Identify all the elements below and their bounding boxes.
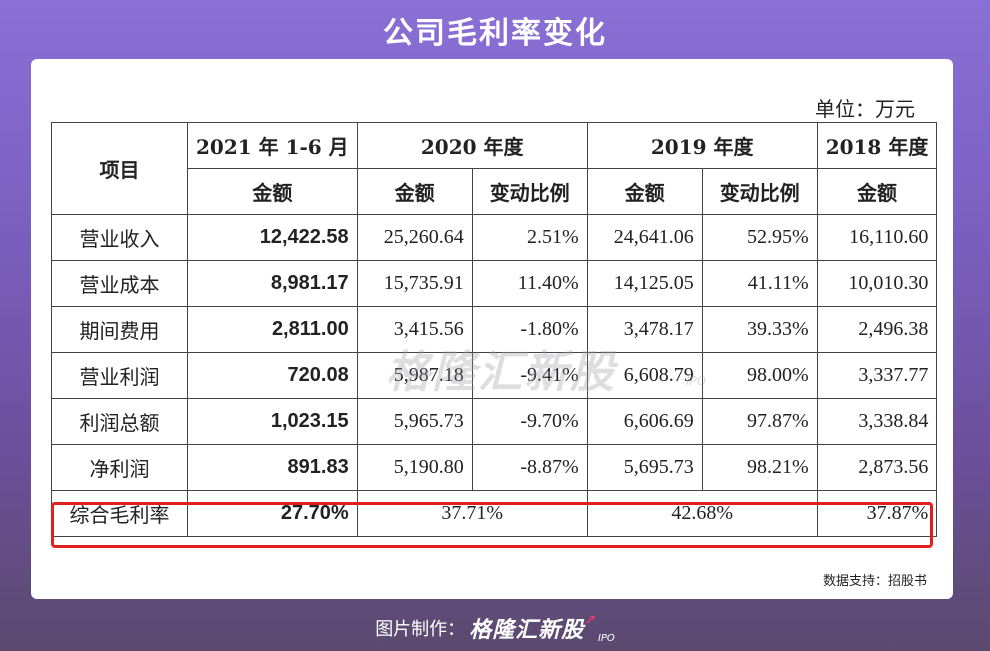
cell-2019-amount: 24,641.06 [586, 214, 703, 261]
row-label: 营业利润 [51, 352, 188, 399]
cell-2019-amount: 14,125.05 [586, 260, 703, 307]
cell-2021-amount: 720.08 [187, 352, 358, 399]
cell-2018-amount: 2,873.56 [816, 444, 938, 491]
cell-2019-amount: 6,608.79 [586, 352, 703, 399]
trend-arrow-icon: ↗ [584, 612, 596, 628]
cell-2018-amount: 3,337.77 [816, 352, 938, 399]
row-label: 利润总额 [51, 398, 188, 445]
cell-2021-amount: 891.83 [187, 444, 358, 491]
cell-2020-change: 11.40% [471, 260, 588, 307]
cell-2019-change: 39.33% [701, 306, 818, 353]
cell-2019-amount: 5,695.73 [586, 444, 703, 491]
row-label: 期间费用 [51, 306, 188, 353]
cell-2020-amount: 5,965.73 [356, 398, 473, 445]
cell-2019-change: 97.87% [701, 398, 818, 445]
cell-2020-change: -9.70% [471, 398, 588, 445]
footer-brand-logo: 格隆汇新股 [469, 618, 585, 643]
cell-2019-change: 98.00% [701, 352, 818, 399]
header-change: 变动比例 [471, 168, 588, 215]
header-amount: 金额 [356, 168, 473, 215]
row-label: 营业收入 [51, 214, 188, 261]
source-note: 数据支持：招股书 [822, 574, 927, 589]
row-label: 净利润 [51, 444, 188, 491]
header-period-2019: 2019 年度 [586, 122, 818, 169]
header-row-periods: 项目 2021 年 1-6 月 2020 年度 2019 年度 2018 年度 [51, 122, 938, 215]
table-card: 单位：万元 项目 2021 年 1-6 月 2020 年度 2019 年度 20… [31, 59, 953, 599]
cell-2021-amount: 8,981.17 [187, 260, 358, 307]
table-row: 期间费用 2,811.00 3,415.56 -1.80% 3,478.17 39.33%… [51, 306, 938, 353]
cell-2018-amount: 3,338.84 [816, 398, 938, 445]
cell-2020-change: 2.51% [471, 214, 588, 261]
watermark-logo: 格隆汇新股 [386, 347, 616, 398]
header-period-2018: 2018 年度 [816, 122, 938, 169]
cell-2019-change: 98.21% [701, 444, 818, 491]
header-amount: 金额 [187, 168, 358, 215]
margin-label: 综合毛利率 [51, 490, 188, 537]
cell-2021-amount: 2,811.00 [187, 306, 358, 353]
header-item: 项目 [51, 122, 188, 215]
footer: 图片制作： 格隆汇新股↗IPO [0, 612, 990, 644]
watermark-sub: IPO [686, 374, 707, 388]
cell-2018-amount: 16,110.60 [816, 214, 938, 261]
cell-2020-amount: 15,735.91 [356, 260, 473, 307]
footer-credit: 图片制作： [375, 619, 466, 640]
financial-table: 项目 2021 年 1-6 月 2020 年度 2019 年度 2018 年度 … [51, 122, 938, 537]
cell-2018-amount: 10,010.30 [816, 260, 938, 307]
cell-2020-change: -9.41% [471, 352, 588, 399]
cell-2019-change: 41.11% [701, 260, 818, 307]
table-row: 营业收入 12,422.58 25,260.64 2.51% 24,641.06 52.9… [51, 214, 938, 261]
footer-brand-sub: IPO [597, 633, 615, 644]
cell-2020-amount: 25,260.64 [356, 214, 473, 261]
header-period-2021: 2021 年 1-6 月 [187, 122, 358, 169]
margin-2018: 37.87% [816, 490, 938, 537]
header-amount: 金额 [586, 168, 703, 215]
table-row: 营业成本 8,981.17 15,735.91 11.40% 14,125.05 41.1… [51, 260, 938, 307]
margin-row: 综合毛利率 27.70% 37.71% 42.68% 37.87% [51, 490, 938, 537]
cell-2019-change: 52.95% [701, 214, 818, 261]
table-row: 利润总额 1,023.15 5,965.73 -9.70% 6,606.69 97.87%… [51, 398, 938, 445]
header-period-2020: 2020 年度 [356, 122, 588, 169]
cell-2020-amount: 5,987.18 [356, 352, 473, 399]
margin-2019: 42.68% [586, 490, 818, 537]
page-title: 公司毛利率变化 [383, 16, 607, 51]
row-label: 营业成本 [51, 260, 188, 307]
cell-2020-change: -8.87% [471, 444, 588, 491]
cell-2020-amount: 3,415.56 [356, 306, 473, 353]
cell-2019-amount: 6,606.69 [586, 398, 703, 445]
cell-2021-amount: 12,422.58 [187, 214, 358, 261]
unit-label: 单位：万元 [815, 97, 915, 121]
margin-2020: 37.71% [356, 490, 588, 537]
header-change: 变动比例 [701, 168, 818, 215]
header-amount: 金额 [816, 168, 938, 215]
cell-2018-amount: 2,496.38 [816, 306, 938, 353]
cell-2021-amount: 1,023.15 [187, 398, 358, 445]
cell-2020-amount: 5,190.80 [356, 444, 473, 491]
table-row: 净利润 891.83 5,190.80 -8.87% 5,695.73 98.21% 2,8… [51, 444, 938, 491]
margin-2021: 27.70% [187, 490, 358, 537]
